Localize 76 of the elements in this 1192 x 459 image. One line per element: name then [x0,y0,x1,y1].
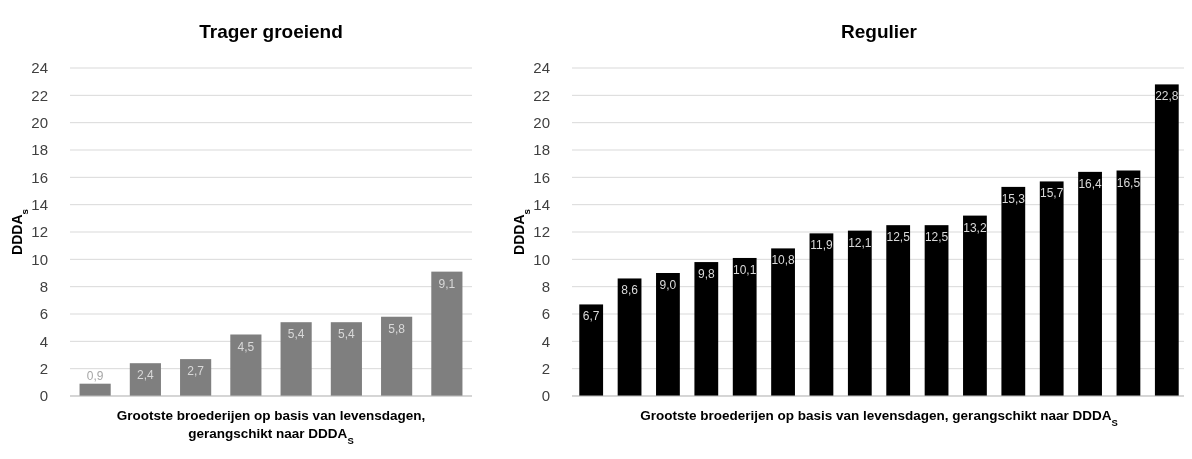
bar [1001,186,1026,396]
y-tick-label: 8 [541,277,550,295]
data-label: 0,9 [86,368,104,383]
y-tick-label: 24 [31,59,48,77]
bar [230,334,262,396]
bar [180,359,212,396]
bar [694,262,719,396]
y-tick-label: 2 [541,359,550,377]
data-label: 10,1 [733,262,757,277]
bar [771,248,795,396]
y-tick-label: 12 [31,223,48,241]
bar [431,271,463,396]
y-tick-label: 14 [31,195,48,213]
data-label: 5,4 [338,327,356,342]
data-label: 11,9 [810,238,833,253]
bar [963,215,987,396]
data-label: 9,8 [697,267,715,282]
chart-title: Trager groeiend [199,21,343,42]
data-label: 16,4 [1078,176,1103,191]
bar [617,278,642,396]
data-label: 8,6 [621,283,639,298]
y-tick-label: 8 [39,277,48,295]
y-tick-label: 14 [533,195,550,213]
y-tick-label: 10 [31,250,48,268]
bar [579,304,604,396]
bar [1116,170,1141,396]
bar [886,225,911,396]
data-label: 9,0 [659,278,677,292]
y-tick-label: 6 [39,305,48,323]
data-label: 12,1 [848,235,872,250]
y-tick-label: 2 [39,359,48,377]
bar [924,225,949,396]
y-tick-label: 12 [533,223,550,241]
bar [847,230,872,396]
bar [280,322,312,396]
y-tick-label: 22 [533,86,550,104]
data-label: 12,5 [924,230,949,245]
data-label: 5,8 [388,321,406,336]
y-tick-label: 24 [533,59,550,77]
y-tick-label: 20 [31,113,48,131]
data-label: 5,4 [287,327,305,342]
y-tick-label: 6 [541,305,550,323]
data-label: 15,3 [1001,191,1026,206]
data-label: 9,1 [438,276,456,291]
y-tick-label: 22 [31,86,48,104]
data-label: 10,8 [771,253,796,268]
x-axis-title: Grootste broederijen op basis van levensdagen, gerangschikt naar DDDA$_{S}$ [116,408,426,446]
bar [330,322,362,396]
y-tick-label: 0 [541,387,550,405]
bar [809,233,834,396]
y-tick-label: 16 [533,168,550,186]
bar [656,273,680,396]
bar [1154,84,1179,396]
y-tick-label: 18 [533,141,550,159]
y-tick-label: 16 [31,168,48,186]
bar [1039,181,1064,396]
bar [381,316,413,396]
bar [1078,171,1102,396]
data-label: 12,5 [886,230,911,245]
data-label: 6,7 [582,309,600,324]
data-label: 16,5 [1116,175,1141,190]
x-axis-title: Grootste broederijen op basis van levensdagen, gerangschikt naar DDDA$_{S}$ [640,408,1118,428]
bar [732,257,757,396]
chart-title: Regulier [840,21,918,42]
y-tick-label: 0 [39,387,48,405]
data-label: 15,7 [1040,186,1064,201]
data-label: 4,5 [237,339,255,354]
y-tick-label: 10 [533,250,550,268]
data-label: 2,4 [137,368,155,383]
y-tick-label: 20 [533,113,550,131]
data-label: 2,7 [187,364,205,379]
y-tick-label: 4 [39,332,48,350]
y-tick-label: 4 [541,332,550,350]
y-tick-label: 18 [31,141,48,159]
data-label: 22,8 [1155,89,1179,104]
data-label: 13,2 [963,220,987,235]
